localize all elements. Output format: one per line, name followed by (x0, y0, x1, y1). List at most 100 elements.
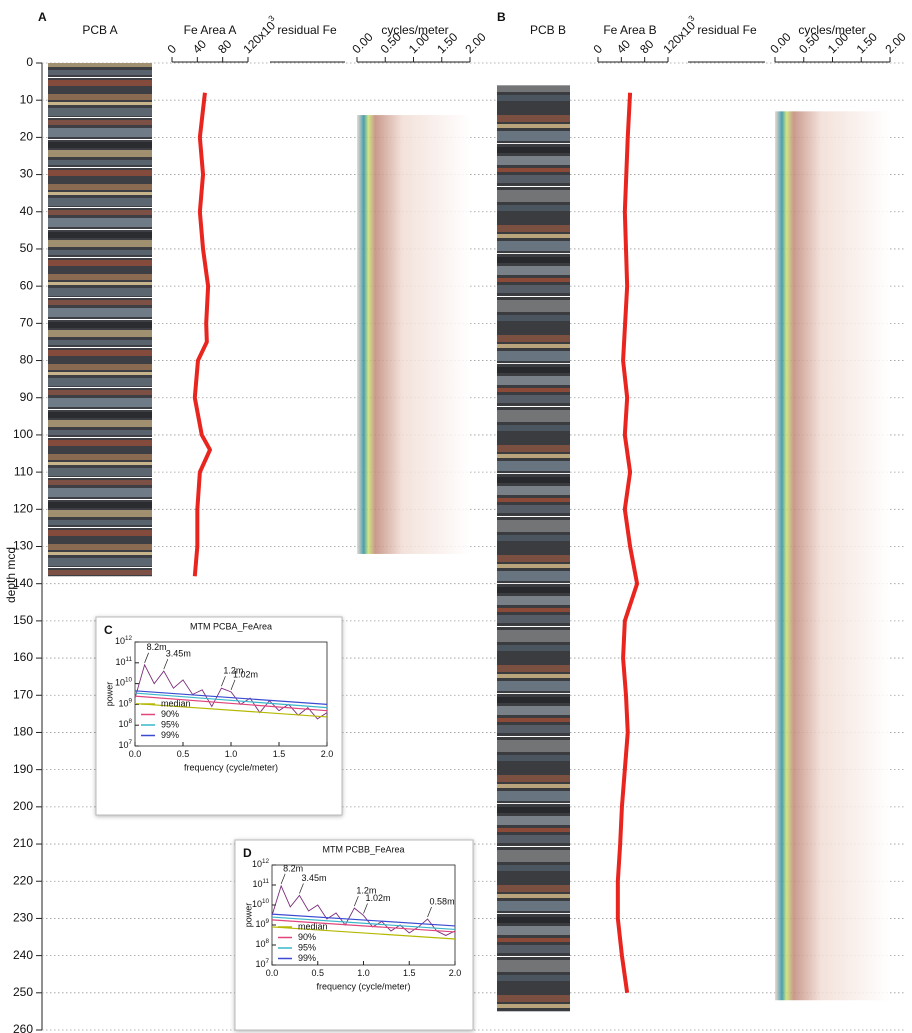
y-tick-label: 100 (13, 427, 33, 441)
annotation: 1.02m (233, 669, 258, 679)
panel-label: B (497, 10, 506, 24)
legend-label: 95% (161, 719, 179, 729)
spectrogram (775, 111, 890, 1000)
legend-label: 90% (298, 932, 316, 942)
y-tick-label: 30 (20, 167, 34, 181)
annotation: 8.2m (147, 642, 167, 652)
y-tick-label: 60 (20, 278, 34, 292)
annotation: 8.2m (283, 863, 303, 873)
column-header: residual Fe (277, 23, 337, 37)
x-tick-label: 40 (614, 37, 634, 57)
x-tick-label-base: 0.0 (129, 749, 142, 759)
x-tick-label-base: 1.5 (273, 749, 286, 759)
y-tick-label: 190 (13, 762, 33, 776)
x-tick-label: 2.0 (449, 968, 462, 978)
y-tick-label-base: 10 (118, 740, 128, 750)
y-tick-label: 140 (13, 576, 33, 590)
y-tick-label: 200 (13, 799, 33, 813)
figure: depth mcd0102030405060708090100110120130… (0, 0, 912, 1033)
x-tick-label-base: 0.00 (767, 30, 794, 57)
x-tick-label: 0.00 (767, 30, 794, 57)
annotation: 3.45m (166, 648, 191, 658)
y-tick-label-base: 10 (255, 959, 265, 969)
y-tick-label-base: 10 (252, 859, 262, 869)
core-image (48, 63, 152, 576)
y-tick-label-exponent: 11 (125, 656, 132, 663)
y-tick-label: 40 (20, 204, 34, 218)
column-header: PCB A (82, 23, 117, 37)
x-tick-label: 80 (215, 37, 235, 57)
x-tick-label: 1.5 (403, 968, 416, 978)
y-axis-label: power (104, 682, 114, 707)
x-tick-label: 0 (590, 42, 605, 57)
annotation: 0.58m (430, 896, 455, 906)
x-tick-label: 2.00 (462, 30, 489, 57)
legend-label: 99% (298, 953, 316, 963)
x-tick-label: 0.5 (311, 968, 324, 978)
y-tick-label-exponent: 12 (125, 635, 133, 642)
x-tick-label-base: 1.0 (225, 749, 238, 759)
y-tick-label: 80 (20, 353, 34, 367)
y-tick-label: 160 (13, 650, 33, 664)
y-tick-label: 210 (13, 836, 33, 850)
x-tick-label-base: 0.00 (349, 30, 376, 57)
y-tick-label-exponent: 9 (265, 918, 269, 925)
y-tick-label-base: 10 (255, 939, 265, 949)
y-tick-label: 180 (13, 725, 33, 739)
y-tick-label: 250 (13, 985, 33, 999)
x-tick-label: 2.00 (882, 30, 909, 57)
fe-smooth-line (618, 93, 637, 993)
y-tick-label-exponent: 9 (128, 698, 132, 705)
y-tick-label: 230 (13, 911, 33, 925)
x-tick-label-base: 2.00 (462, 30, 489, 57)
y-tick-label: 110 (14, 464, 33, 478)
x-tick-label: 40 (190, 37, 210, 57)
x-tick-label-base: 2.0 (449, 968, 462, 978)
x-tick-label: 2.0 (321, 749, 334, 759)
y-tick-label: 90 (20, 390, 34, 404)
x-tick-label: 0.0 (129, 749, 142, 759)
y-tick-label-exponent: 8 (265, 938, 269, 945)
y-tick-label: 150 (13, 613, 33, 627)
x-tick-label-base: 2.0 (321, 749, 334, 759)
x-tick-label: 1.5 (273, 749, 286, 759)
x-tick-label-base: 0.5 (311, 968, 324, 978)
x-tick-label: 120x103 (658, 13, 701, 56)
x-axis-label: frequency (cycle/meter) (184, 762, 278, 772)
panel-label: D (243, 846, 252, 860)
column-header: residual Fe (697, 23, 757, 37)
y-tick-label: 70 (20, 316, 34, 330)
y-tick-label-exponent: 10 (262, 898, 270, 905)
inset-box (96, 617, 342, 815)
panel-label: A (38, 10, 47, 24)
y-tick-label: 260 (13, 1022, 33, 1033)
y-tick-label-base: 10 (115, 636, 125, 646)
y-tick-label-exponent: 7 (128, 739, 132, 746)
x-tick-label: 120x103 (238, 13, 281, 56)
column-header: Fe Area A (184, 23, 237, 37)
x-tick-label: 80 (637, 37, 657, 57)
x-tick-label: 1.0 (357, 968, 370, 978)
y-tick-label: 220 (13, 873, 33, 887)
y-tick-label-exponent: 7 (265, 958, 269, 965)
y-tick-label: 50 (20, 241, 34, 255)
x-tick-label-base: 1.5 (403, 968, 416, 978)
y-tick-label-base: 10 (252, 879, 262, 889)
y-tick-label-base: 10 (118, 699, 128, 709)
fe-smooth-line (195, 93, 210, 577)
x-tick-label: 0.00 (349, 30, 376, 57)
x-tick-label: 0.5 (177, 749, 190, 759)
y-tick-label: 120 (13, 501, 33, 515)
y-tick-label-base: 10 (115, 657, 125, 667)
column-header: PCB B (530, 23, 566, 37)
y-tick-label: 20 (20, 130, 34, 144)
panel-label: C (104, 623, 113, 637)
x-tick-label-base: 0.5 (177, 749, 190, 759)
y-tick-label: 170 (13, 687, 33, 701)
y-tick-label-base: 10 (252, 899, 262, 909)
y-tick-label: 10 (20, 92, 34, 106)
legend-label: 99% (161, 730, 179, 740)
legend-label: 95% (298, 942, 316, 952)
y-tick-label-base: 10 (255, 919, 265, 929)
spectrogram (357, 115, 470, 554)
